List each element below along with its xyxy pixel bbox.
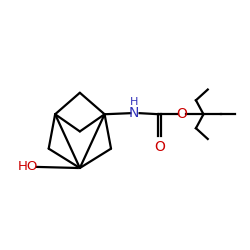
Text: HO: HO xyxy=(18,160,38,173)
Text: H: H xyxy=(130,97,138,107)
Text: O: O xyxy=(154,140,165,154)
Text: O: O xyxy=(176,107,188,121)
Text: N: N xyxy=(128,106,139,120)
